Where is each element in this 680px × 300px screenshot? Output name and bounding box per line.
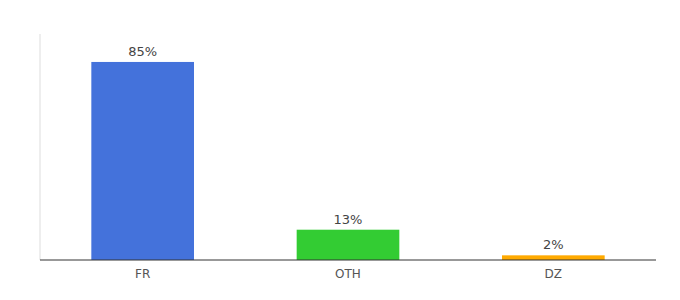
bar [297, 230, 400, 260]
x-tick-label: OTH [335, 267, 361, 281]
x-axis-line [40, 260, 656, 261]
bar [502, 255, 605, 260]
x-tick-label: FR [135, 267, 150, 281]
data-label: 85% [128, 44, 157, 59]
bar [91, 62, 194, 260]
x-tick-label: DZ [545, 267, 562, 281]
bars [91, 62, 604, 260]
data-label: 2% [543, 237, 564, 252]
data-label: 13% [334, 212, 363, 227]
chart-svg: FR OTH DZ 85% 13% 2% [0, 0, 680, 300]
y-axis-line [40, 34, 41, 260]
chart-container: FR OTH DZ 85% 13% 2% [0, 0, 680, 300]
